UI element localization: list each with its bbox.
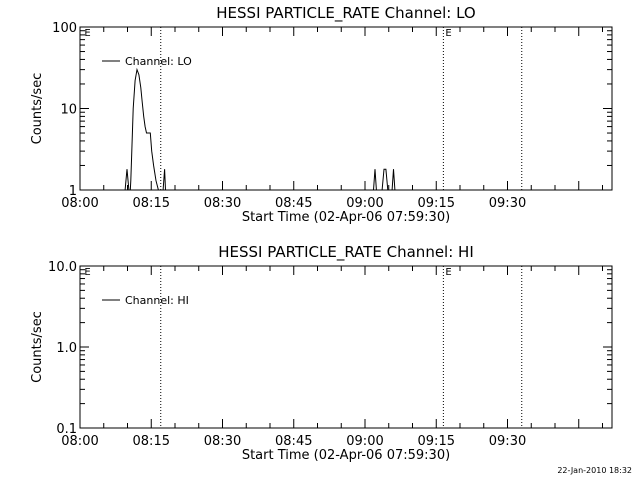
time-marker-label: E <box>445 28 451 39</box>
x-tick-label: 08:15 <box>133 434 170 449</box>
x-tick-label: 09:30 <box>489 434 526 449</box>
plot-frame <box>79 26 613 191</box>
series-line-2 <box>373 169 377 191</box>
x-axis-label: Start Time (02-Apr-06 07:59:30) <box>242 210 450 225</box>
chart-panel-0: HESSI PARTICLE_RATE Channel: LO 1 10 100 08:… <box>30 4 613 225</box>
x-tick-label: 09:15 <box>418 196 455 211</box>
y-tick-label: 1 <box>69 184 77 199</box>
x-tick-label: 08:45 <box>275 434 312 449</box>
series-line-1 <box>162 169 166 191</box>
y-tick-label: 1.0 <box>56 341 77 356</box>
x-tick-label: 08:30 <box>204 434 241 449</box>
x-tick-label: 08:15 <box>133 196 170 211</box>
y-tick-label: 10 <box>60 103 77 118</box>
x-tick-label: 08:00 <box>61 434 98 449</box>
chart-title: HESSI PARTICLE_RATE Channel: LO <box>216 4 475 23</box>
series-line-3 <box>381 168 389 191</box>
y-axis-label: Counts/sec <box>30 311 45 383</box>
x-tick-label: 09:00 <box>346 434 383 449</box>
x-tick-label: 08:00 <box>61 196 98 211</box>
x-tick-label: 09:30 <box>489 196 526 211</box>
x-tick-label: 08:30 <box>204 196 241 211</box>
x-tick-label: 09:15 <box>418 434 455 449</box>
legend-label: Channel: LO <box>125 55 192 68</box>
timestamp-stamp: 22-Jan-2010 18:32 <box>557 466 632 475</box>
x-tick-label: 09:00 <box>346 196 383 211</box>
time-marker-label: E <box>84 28 90 39</box>
legend-label: Channel: HI <box>125 294 189 307</box>
y-tick-label: 100 <box>52 21 77 36</box>
chart-panel-1: HESSI PARTICLE_RATE Channel: HI 0.1 1.0 10.… <box>30 243 613 463</box>
x-axis-label: Start Time (02-Apr-06 07:59:30) <box>242 448 450 463</box>
time-marker-label: E <box>445 267 451 278</box>
y-axis-label: Counts/sec <box>30 73 45 145</box>
plot-frame <box>79 265 613 429</box>
series-line-4 <box>391 169 396 191</box>
y-tick-label: 0.1 <box>56 422 77 437</box>
chart-title: HESSI PARTICLE_RATE Channel: HI <box>218 243 474 262</box>
y-tick-label: 10.0 <box>48 260 77 275</box>
time-marker-label: E <box>84 267 90 278</box>
series-line-0 <box>124 67 159 191</box>
x-tick-label: 08:45 <box>275 196 312 211</box>
